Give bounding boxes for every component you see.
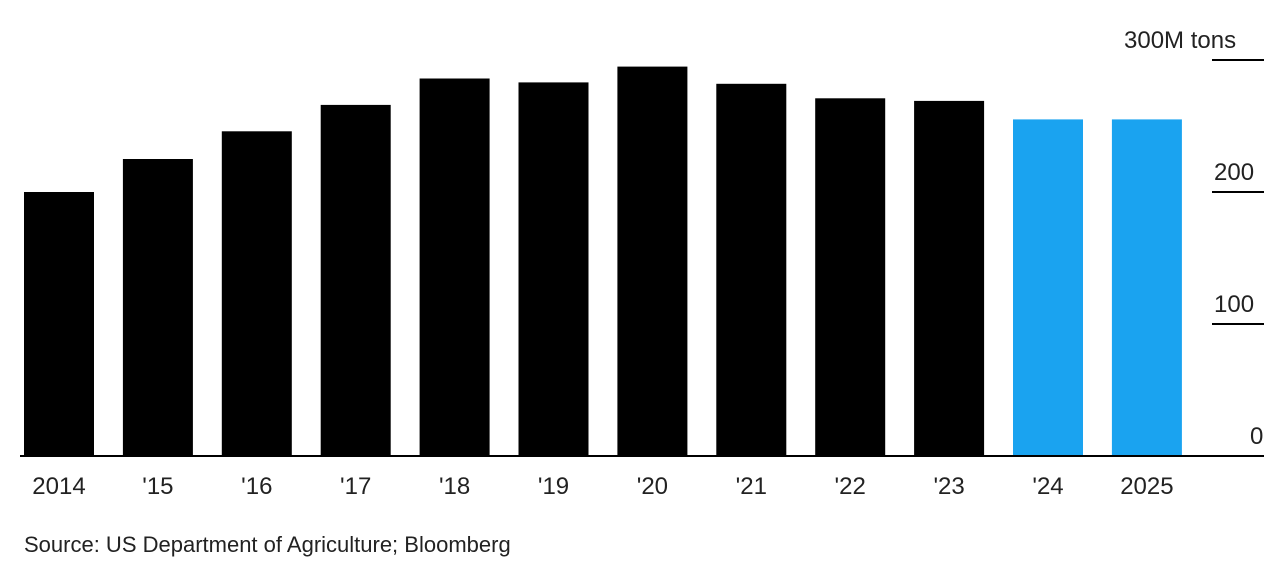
x-tick-label-11: 2025: [1120, 473, 1173, 500]
y-tick-label-3: 300M tons: [1124, 27, 1236, 54]
x-tick-label-0: 2014: [32, 473, 85, 500]
x-tick-label-4: '18: [439, 473, 470, 500]
x-tick-label-5: '19: [538, 473, 569, 500]
bar-2: [221, 131, 292, 457]
bar-8: [815, 98, 886, 457]
bar-7: [716, 83, 787, 457]
y-tick-label-2: 200: [1214, 159, 1254, 186]
x-axis-labels: 2014 '15 '16 '17 '18 '19 '20 '21 '22 '23 '24 2025: [32, 473, 1173, 500]
x-tick-label-3: '17: [340, 473, 371, 500]
bar-1: [122, 159, 193, 456]
x-tick-label-7: '21: [736, 473, 767, 500]
source-note: Source: US Department of Agriculture; Bl…: [24, 532, 511, 557]
y-tick-label-1: 100: [1214, 291, 1254, 318]
x-tick-label-2: '16: [241, 473, 272, 500]
bar-9: [914, 100, 985, 457]
x-tick-label-1: '15: [142, 473, 173, 500]
x-tick-label-10: '24: [1032, 473, 1063, 500]
bar-10: [1013, 119, 1083, 457]
bar-5: [518, 82, 589, 457]
y-axis: 0 100 200 300M tons: [1124, 27, 1264, 450]
y-tick-label-0: 0: [1250, 423, 1263, 450]
bars-group: [24, 66, 1182, 457]
bar-0: [24, 192, 94, 456]
x-tick-label-6: '20: [637, 473, 668, 500]
x-tick-label-8: '22: [835, 473, 866, 500]
bar-3: [320, 104, 391, 457]
bar-4: [419, 78, 490, 456]
bar-11: [1111, 119, 1182, 457]
x-tick-label-9: '23: [933, 473, 964, 500]
bar-6: [617, 66, 688, 456]
